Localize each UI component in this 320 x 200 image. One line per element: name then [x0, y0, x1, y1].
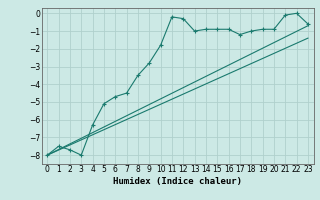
- X-axis label: Humidex (Indice chaleur): Humidex (Indice chaleur): [113, 177, 242, 186]
